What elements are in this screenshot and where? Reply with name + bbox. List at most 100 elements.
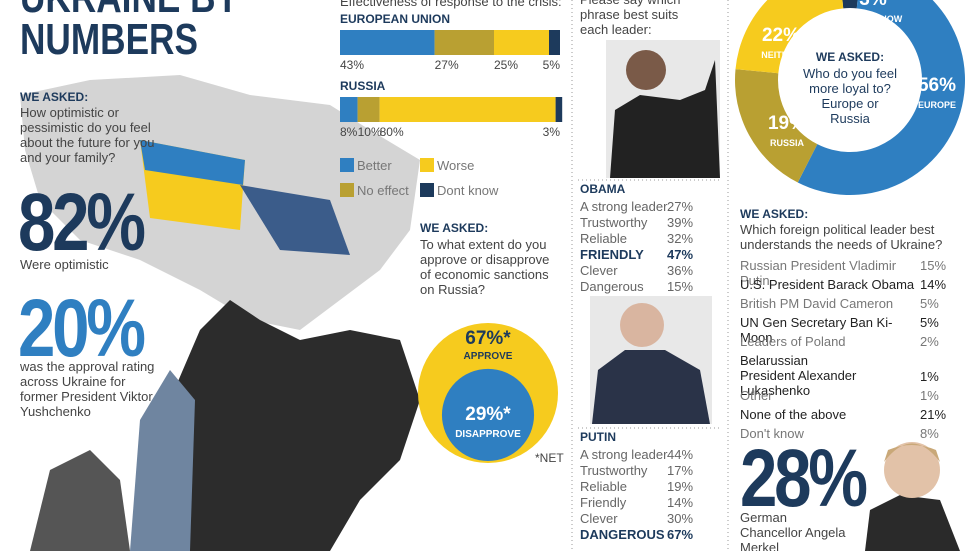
legend-swatch (420, 158, 434, 172)
value-label: 5% (542, 58, 560, 72)
leader: Don't know (740, 426, 804, 441)
leader: None of the above (740, 407, 847, 422)
value-label: 3% (542, 125, 560, 139)
percent: 15% (920, 258, 947, 273)
percent: 8% (920, 426, 939, 441)
question: To what extent do you approve or disappr… (420, 237, 550, 297)
phrase: Clever (580, 263, 618, 278)
percent: 1% (920, 388, 939, 403)
question: Which foreign political leader best unde… (740, 222, 943, 252)
value-label: 22% (761, 25, 801, 46)
caption: German Chancellor Angela Merkel (740, 510, 846, 551)
bar-segment (434, 30, 494, 55)
bar-segment (379, 97, 556, 122)
value-label: 25% (494, 58, 519, 72)
heading: WE ASKED: (20, 90, 89, 104)
bar-segment (340, 30, 435, 55)
leader: Other (740, 388, 773, 403)
percent: 27% (667, 199, 694, 214)
leader: Leaders of Poland (740, 334, 846, 349)
phrase: Reliable (580, 231, 627, 246)
bubble (441, 368, 535, 461)
statue (140, 300, 420, 551)
segment-name: NEITHER (761, 50, 801, 60)
photo (626, 50, 666, 90)
segment-name: RUSSIA (769, 138, 804, 148)
question: Effectiveness of response to the crisis: (340, 0, 562, 9)
phrase: Friendly (580, 495, 627, 510)
caption: was the approval rating across Ukraine f… (20, 359, 155, 419)
photo (865, 495, 960, 551)
note: *NET (535, 451, 564, 465)
label: DISAPPROVE (455, 428, 521, 440)
percent: 17% (667, 463, 694, 478)
photo (884, 443, 940, 462)
donut-segment (735, 0, 844, 74)
phrase: FRIENDLY (580, 247, 644, 262)
percent: 39% (667, 215, 694, 230)
phrase: Trustworthy (580, 463, 648, 478)
value-label: 27% (434, 58, 459, 72)
percent: 1% (920, 369, 939, 384)
caption: Were optimistic (20, 257, 109, 272)
legend-swatch (420, 183, 434, 197)
bar-segment (357, 97, 380, 122)
phrase: Reliable (580, 479, 627, 494)
phrase: Trustworthy (580, 215, 648, 230)
photo (884, 442, 940, 498)
flag (140, 140, 245, 185)
photo (610, 60, 720, 178)
value-label: 29%* (465, 403, 511, 425)
donut-segment (842, 0, 858, 9)
value-label: 19% (767, 113, 807, 134)
value-label: 80% (379, 125, 404, 139)
phrase: Dangerous (580, 279, 644, 294)
value-label: 3% (848, 0, 898, 9)
percent: 19% (667, 479, 694, 494)
leader: Belarussian President Alexander Lukashen… (740, 353, 857, 398)
photo (620, 303, 664, 347)
leader: U.S. President Barack Obama (740, 277, 915, 292)
bar-segment (549, 30, 560, 55)
stat: 28% (740, 433, 868, 524)
percent: 5% (920, 315, 939, 330)
statue (30, 450, 130, 551)
percent: 15% (667, 279, 694, 294)
donut-segment (735, 69, 818, 183)
heading: WE ASKED: (815, 50, 885, 64)
question: How optimistic or pessimistic do you fee… (20, 105, 155, 165)
value-label: 43% (340, 58, 365, 72)
phrase: A strong leader (580, 447, 668, 462)
heading: WE ASKED: (420, 221, 489, 235)
percent: 32% (667, 231, 694, 246)
phrase: A strong leader (580, 199, 668, 214)
stat: 82% (18, 177, 146, 268)
segment-name: DON'T KNOW (843, 14, 903, 24)
legend-label: Dont know (437, 183, 499, 198)
percent: 2% (920, 334, 939, 349)
bar-segment (494, 30, 549, 55)
percent: 5% (920, 296, 939, 311)
leader: UN Gen Secretary Ban Ki-Moon (740, 315, 893, 345)
question: Please say which phrase best suits each … (580, 0, 680, 37)
bar-name: EUROPEAN UNION (340, 12, 451, 26)
stat: 20% (18, 283, 146, 374)
phrase: DANGEROUS (580, 527, 665, 542)
title: UKRAINE BY (20, 0, 239, 20)
heading: WE ASKED: (740, 207, 809, 221)
donut-segment (797, 0, 965, 195)
legend-label: Worse (437, 158, 475, 173)
value-label: 67%* (465, 328, 511, 349)
legend-swatch (340, 158, 354, 172)
leader: Russian President Vladimir Putin (740, 258, 897, 288)
label: APPROVE (463, 351, 513, 362)
title: NUMBERS (20, 15, 198, 64)
bar-segment (555, 97, 563, 122)
percent: 14% (920, 277, 947, 292)
leader-name: PUTIN (580, 430, 616, 444)
leader: British PM David Cameron (740, 296, 894, 311)
person (130, 370, 195, 551)
photo (592, 350, 710, 424)
legend-label: No effect (357, 183, 409, 198)
